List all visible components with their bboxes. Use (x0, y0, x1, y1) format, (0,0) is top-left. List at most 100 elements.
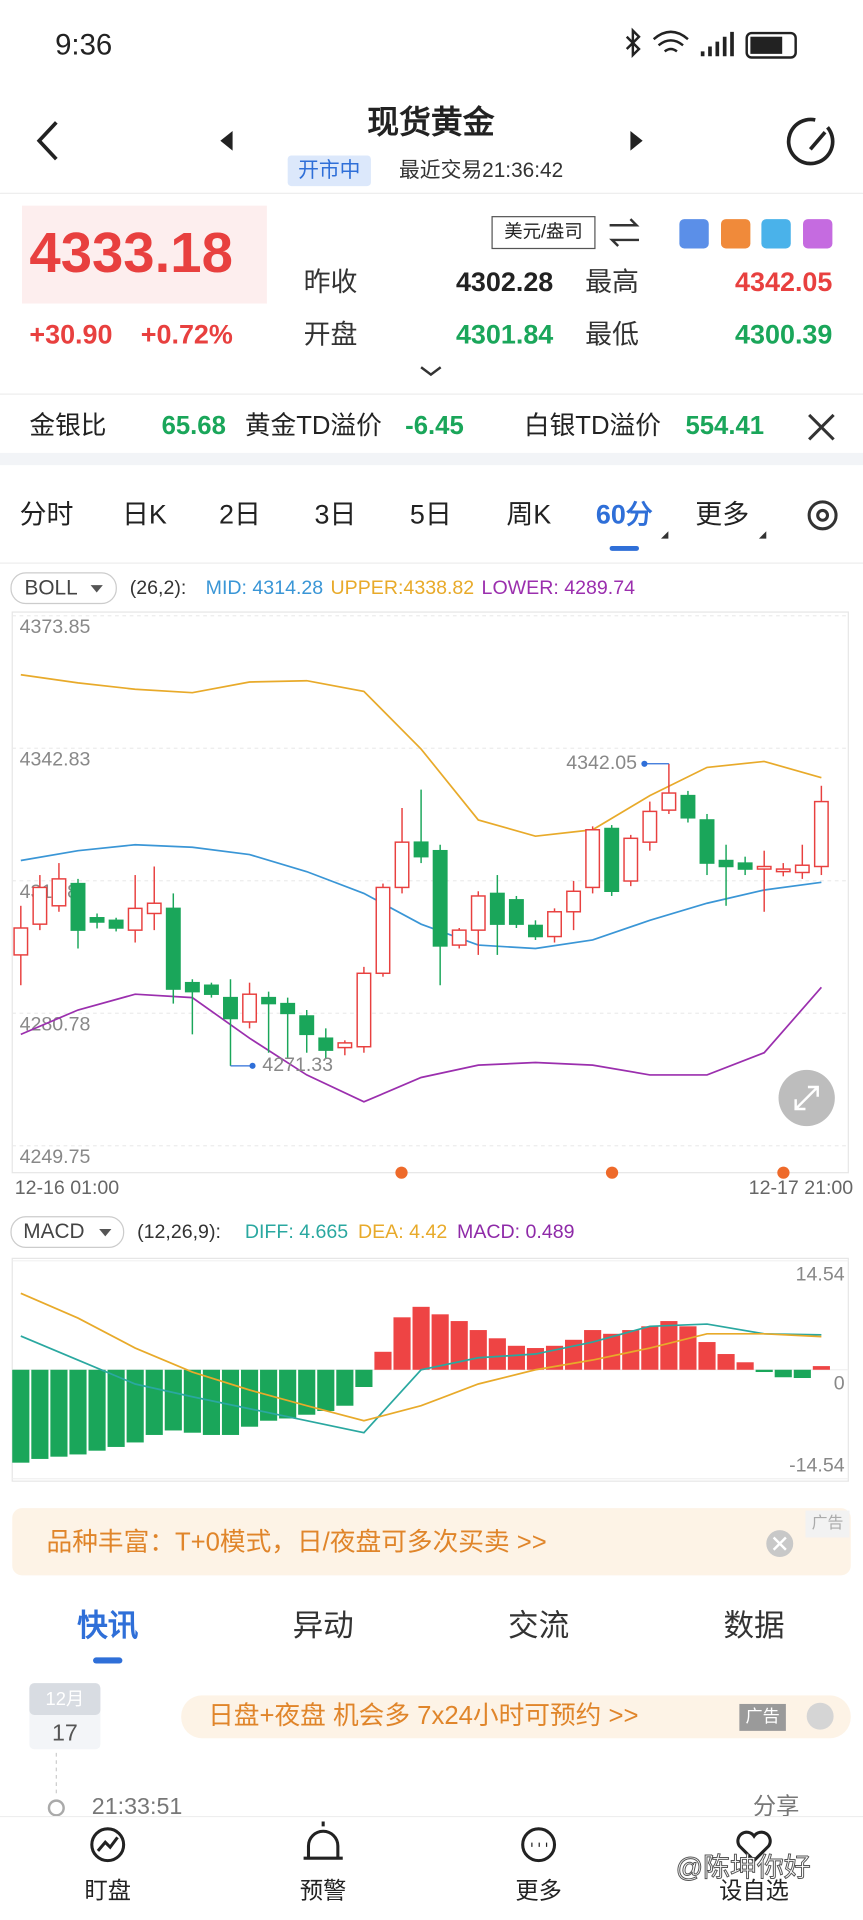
bottom-nav (0, 1816, 863, 1920)
indicator-select[interactable] (10, 1216, 125, 1248)
swap-icon[interactable] (609, 218, 640, 247)
candle-body (299, 1015, 315, 1036)
macd-bar (698, 1342, 716, 1370)
period-tab[interactable]: 60分 (596, 500, 653, 530)
status-icons (625, 27, 797, 59)
candle-body (203, 984, 219, 995)
settings-icon[interactable] (807, 500, 838, 531)
nav-label[interactable]: 预警 (300, 1878, 347, 1904)
candle-body (280, 1002, 296, 1015)
candle-body (699, 819, 715, 864)
macd-bar (183, 1369, 201, 1433)
candle-body (604, 827, 620, 893)
high-dot (641, 760, 648, 767)
macd-bar (679, 1326, 697, 1370)
news-tab[interactable]: 交流 (508, 1609, 569, 1643)
ad-pill[interactable] (181, 1695, 851, 1739)
event-dots[interactable] (395, 1166, 790, 1179)
boll-line (20, 673, 822, 838)
ad-tag: 广告 (812, 1514, 844, 1532)
params: (12,26,9): (137, 1221, 221, 1243)
refresh-button[interactable] (786, 117, 835, 166)
indicator-select[interactable] (10, 572, 117, 605)
expand-arrow[interactable] (420, 366, 442, 377)
nav-label[interactable]: 盯盘 (84, 1878, 131, 1904)
period-tabs: 分时 日K 2日 3日 5日 周K 60分 更多 (20, 500, 767, 551)
ticker-label: 白银TD溢价 (524, 411, 661, 440)
dropdown-arrow (99, 1228, 112, 1237)
candle-body (527, 924, 543, 938)
period-tab[interactable]: 2日 (219, 500, 261, 530)
period-tab[interactable]: 3日 (314, 500, 356, 530)
candle-body (432, 849, 448, 947)
period-tab[interactable]: 分时 (20, 500, 74, 530)
macd-bar (374, 1351, 392, 1370)
y-tick-label: 4311.8 (20, 881, 79, 903)
ad-banner[interactable] (12, 1508, 851, 1576)
nav-labels: 盯盘 预警 更多 设自选 (84, 1878, 788, 1904)
legend-entry: LOWER: 4289.74 (482, 577, 636, 599)
macd-bar (50, 1369, 68, 1457)
macd-bar (469, 1330, 487, 1370)
macd-bar (793, 1369, 811, 1379)
macd-bar (622, 1330, 640, 1370)
news-tab[interactable]: 异动 (293, 1609, 354, 1643)
x-label: 12-16 01:00 (15, 1177, 120, 1199)
news-tab[interactable]: 快讯 (77, 1609, 139, 1643)
stat-value: 4300.39 (735, 320, 832, 350)
candle-body (51, 878, 67, 907)
ticker-value: 554.41 (686, 412, 765, 440)
news-tabs: 快讯 异动 交流 数据 (77, 1609, 785, 1664)
candle-body (146, 902, 162, 915)
dropdown-arrow (90, 585, 103, 593)
candle-body (680, 794, 696, 819)
candle-body (223, 996, 238, 1020)
back-button[interactable] (36, 121, 58, 161)
period-tab[interactable]: 周K (506, 500, 551, 530)
candle-body (642, 810, 658, 843)
tool-icons[interactable] (679, 219, 833, 249)
macd-bar (126, 1369, 144, 1443)
macd-bar (240, 1369, 259, 1427)
ad-tag-bg (805, 1510, 850, 1538)
candle-body (413, 841, 429, 858)
timeline-dot (47, 1799, 65, 1817)
nav-label[interactable]: 更多 (515, 1878, 562, 1904)
legend-entry: UPPER:4338.82 (331, 577, 475, 599)
period-tab[interactable]: 更多 (695, 500, 749, 530)
macd-line (20, 1292, 822, 1422)
candle-body (318, 1037, 334, 1051)
price-bg (22, 205, 267, 304)
close-ticker[interactable] (808, 413, 835, 441)
news-tab[interactable]: 数据 (723, 1609, 784, 1643)
macd-bar (69, 1369, 87, 1455)
candle-body (165, 907, 181, 990)
y-tick-label: 0 (834, 1373, 845, 1395)
macd-chart: 14.54 0 -14.54 (12, 1260, 849, 1480)
y-tick-label: 4249.75 (20, 1146, 91, 1168)
nav-label[interactable]: 设自选 (719, 1878, 789, 1904)
last-trade: 最近交易21:36:42 (399, 159, 563, 182)
prev-button[interactable] (220, 130, 233, 151)
macd-bar (107, 1369, 125, 1447)
date-day: 17 (52, 1720, 78, 1746)
candle-body (813, 800, 829, 868)
period-tab[interactable]: 日K (122, 500, 167, 530)
legend-entry: MACD: 0.489 (457, 1221, 575, 1243)
candle-body (356, 972, 372, 1048)
status-time: 9:36 (55, 28, 112, 61)
share[interactable]: 分享 (753, 1793, 800, 1819)
nav-icons[interactable] (90, 1821, 772, 1863)
tab-underline (609, 545, 639, 551)
period-tab[interactable]: 5日 (410, 500, 452, 530)
macd-bar (660, 1321, 678, 1370)
candle-body (794, 864, 810, 874)
ad-close[interactable] (806, 1702, 834, 1730)
market-status: 开市中 (298, 159, 360, 182)
macd-bar (393, 1317, 411, 1370)
candle-body (585, 829, 601, 889)
currency-box[interactable] (491, 216, 596, 250)
next-button[interactable] (630, 130, 643, 151)
candle-body (718, 859, 734, 868)
